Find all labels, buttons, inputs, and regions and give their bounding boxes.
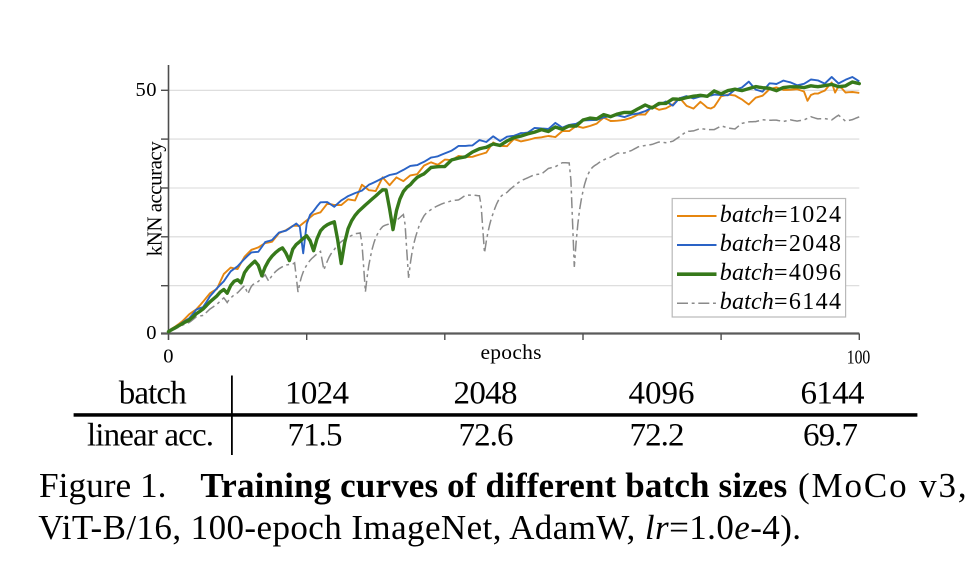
svg-text:2048: 2048 xyxy=(454,376,518,412)
svg-text:ViT-B/16, 100-epoch ImageNet,: ViT-B/16, 100-epoch ImageNet, AdamW, lr=… xyxy=(38,508,801,547)
svg-text:0: 0 xyxy=(146,322,156,344)
svg-text:Training curves of different b: Training curves of different batch sizes… xyxy=(200,466,966,505)
svg-text:batch=1024: batch=1024 xyxy=(720,202,841,228)
svg-text:kNN accuracy: kNN accuracy xyxy=(143,141,167,256)
svg-text:1024: 1024 xyxy=(285,376,349,412)
svg-text:69.7: 69.7 xyxy=(803,417,858,453)
svg-text:batch=2048: batch=2048 xyxy=(720,231,841,257)
svg-text:0: 0 xyxy=(163,346,173,368)
svg-text:100: 100 xyxy=(847,346,871,368)
svg-text:epochs: epochs xyxy=(481,340,542,364)
svg-text:50: 50 xyxy=(136,79,157,101)
svg-text:linear acc.: linear acc. xyxy=(87,417,214,453)
svg-text:batch=6144: batch=6144 xyxy=(720,289,841,315)
svg-text:batch: batch xyxy=(119,376,188,412)
svg-text:batch=4096: batch=4096 xyxy=(720,260,841,286)
svg-text:Figure 1.: Figure 1. xyxy=(39,466,167,505)
svg-text:71.5: 71.5 xyxy=(288,417,343,453)
svg-text:6144: 6144 xyxy=(801,376,865,412)
svg-text:72.2: 72.2 xyxy=(630,417,685,453)
svg-text:72.6: 72.6 xyxy=(459,417,514,453)
svg-text:4096: 4096 xyxy=(629,376,695,412)
